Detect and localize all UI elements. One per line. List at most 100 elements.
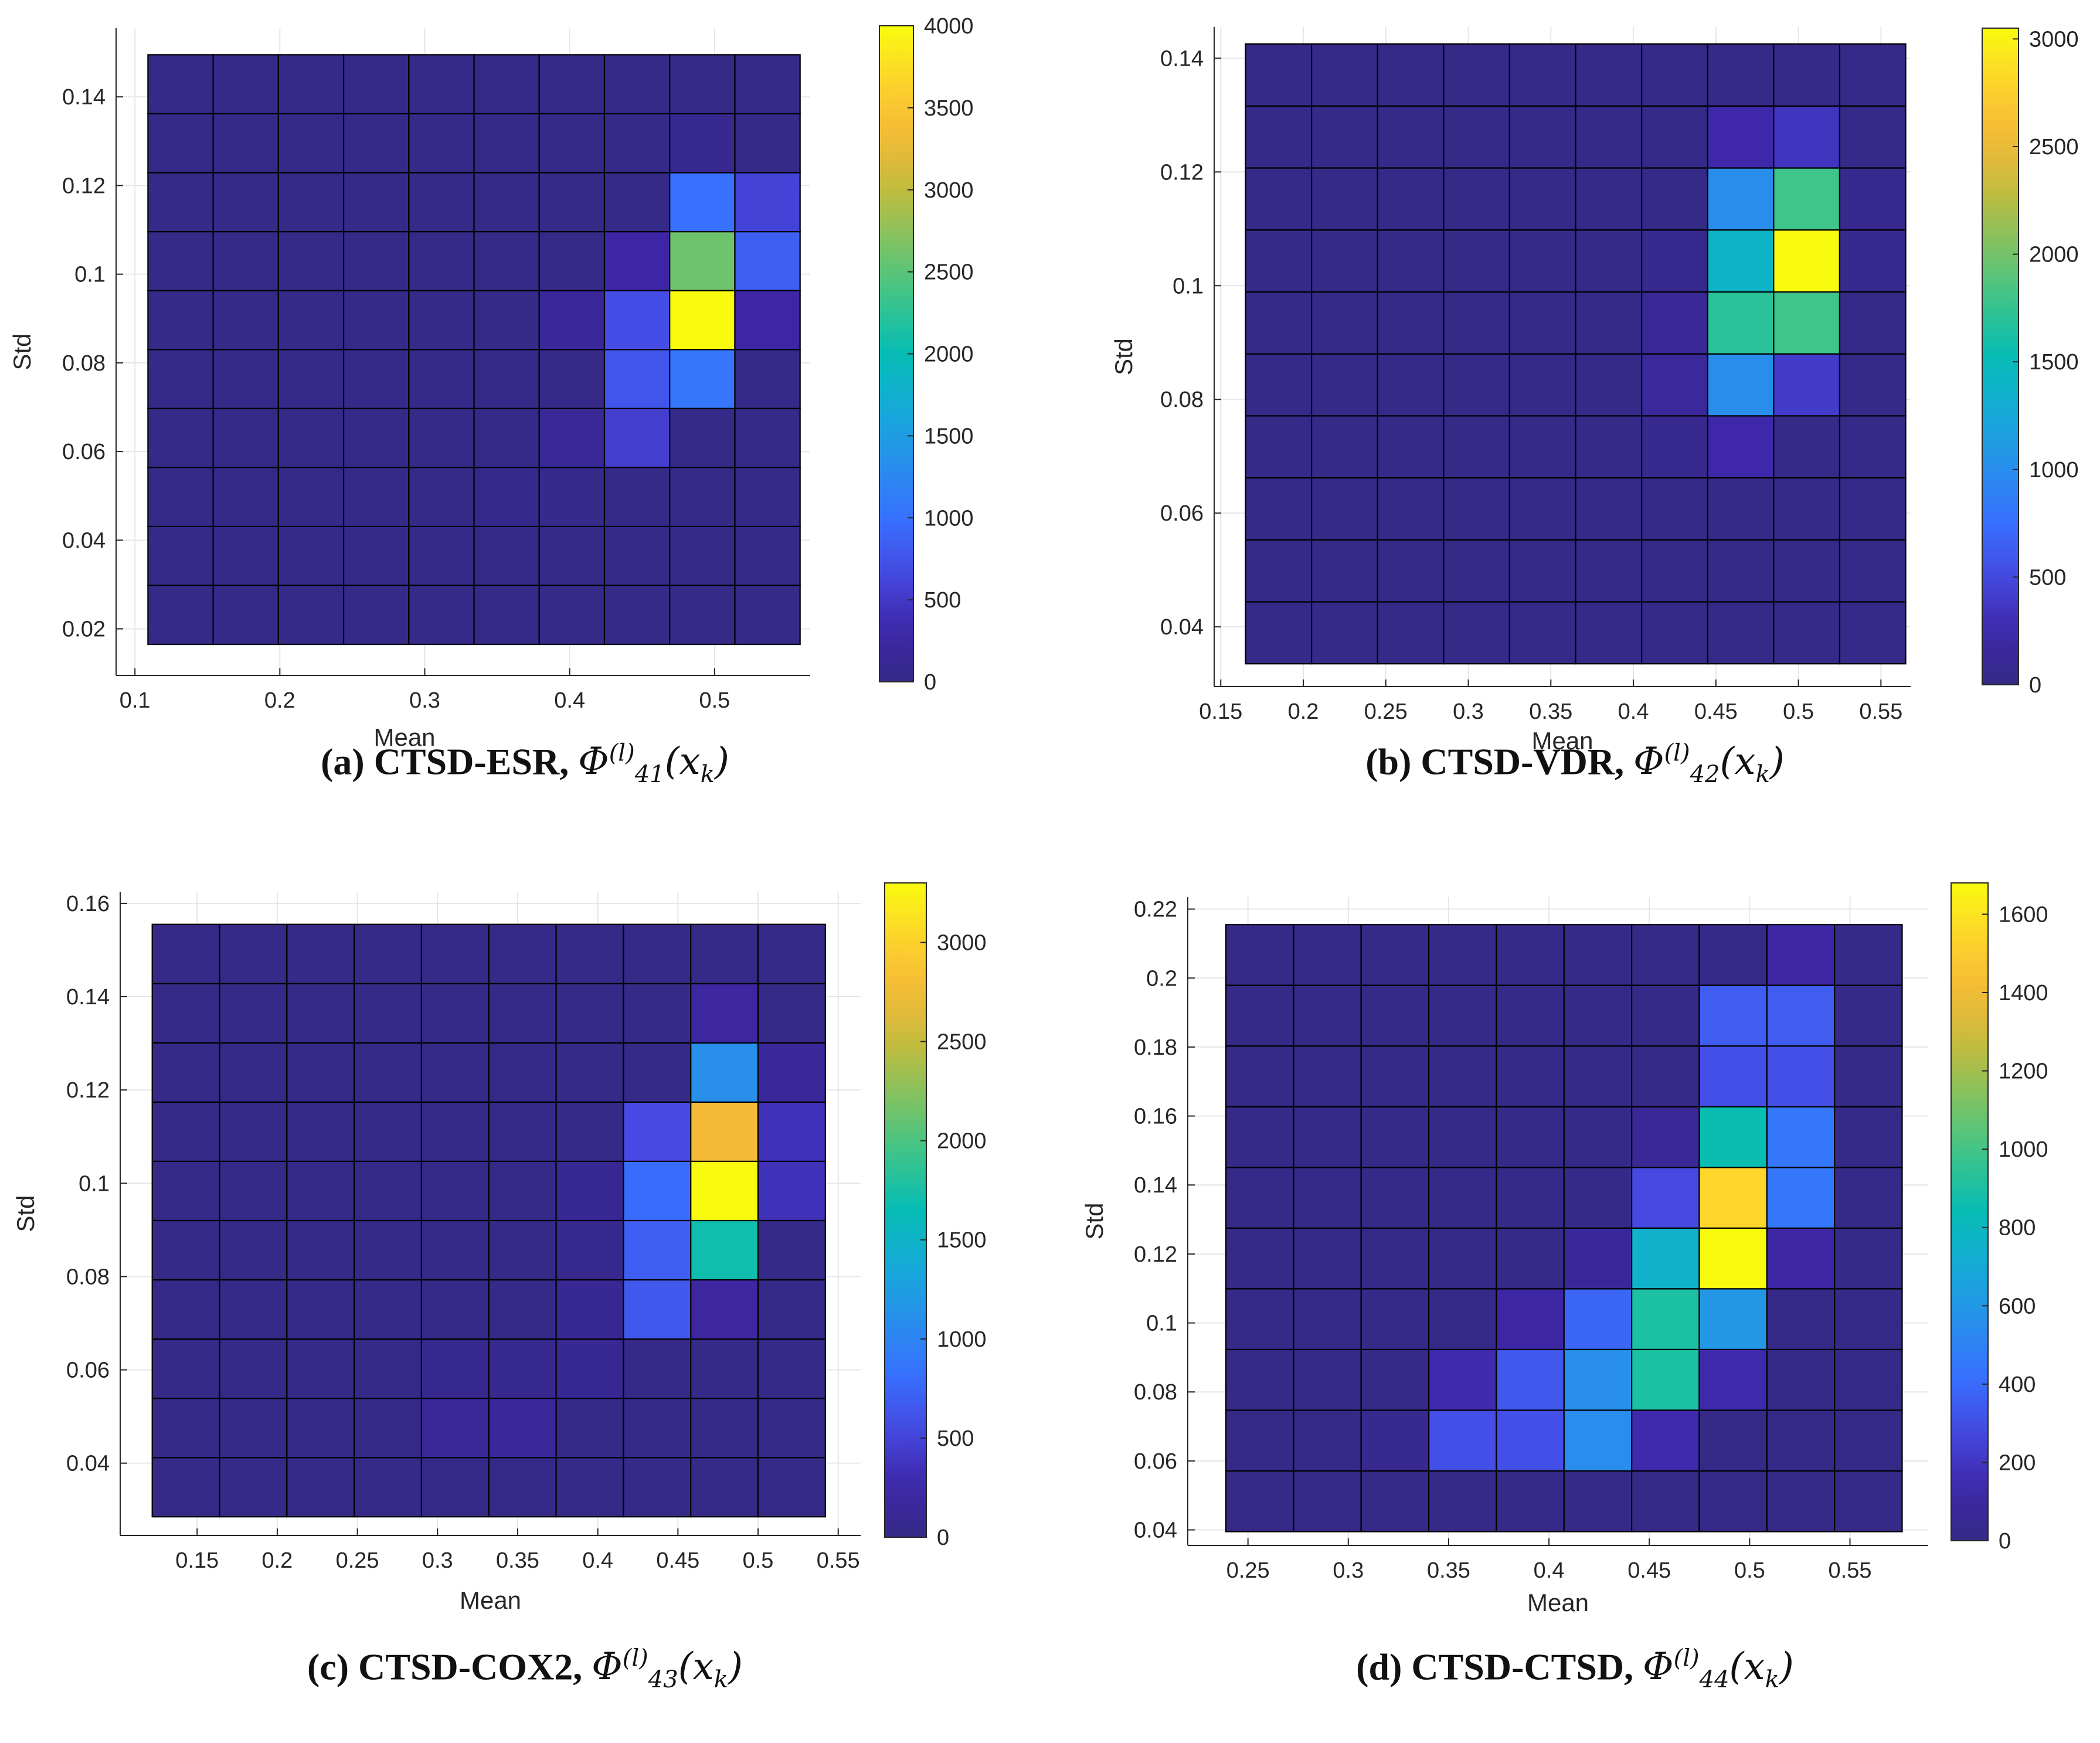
heatmap-cell <box>1698 1288 1768 1350</box>
heatmap-cell <box>488 923 557 984</box>
x-tick-label: 0.5 <box>1734 1558 1765 1583</box>
heatmap-cell <box>1698 1227 1768 1290</box>
heatmap-cell <box>1225 1227 1294 1290</box>
heatmap-cell <box>1377 539 1445 603</box>
heatmap-cell <box>1766 923 1836 986</box>
heatmap-cell <box>690 983 759 1044</box>
heatmap-cell <box>408 467 475 528</box>
heatmap-cell <box>354 1457 423 1518</box>
heatmap-cell <box>1773 477 1841 541</box>
colorbar-tick-label: 1500 <box>2029 350 2079 375</box>
heatmap-cell <box>1225 1288 1294 1350</box>
heatmap-cell <box>1508 105 1576 169</box>
heatmap-cell <box>473 290 540 351</box>
heatmap-cell <box>1641 353 1708 417</box>
x-tick-label: 0.55 <box>1829 1558 1872 1583</box>
heatmap-cell <box>219 1042 288 1103</box>
heatmap-cell <box>1707 43 1775 107</box>
colorbar-tick-label: 2000 <box>937 1129 987 1154</box>
caption-c: (c) CTSD-COX2, Φ(l)43(xk) <box>307 1645 743 1694</box>
x-tick-label: 0.25 <box>1226 1558 1270 1583</box>
heatmap-cell <box>1698 984 1768 1047</box>
heatmap-cell <box>1428 1348 1497 1411</box>
heatmap-cell <box>1773 229 1841 293</box>
heatmap-cell <box>1707 477 1775 541</box>
heatmap-cell <box>1839 415 1907 479</box>
heatmap-cell <box>420 1042 490 1103</box>
heatmap-cell <box>408 585 475 645</box>
y-tick-label: 0.08 <box>1134 1380 1177 1405</box>
heatmap-cell <box>1310 43 1378 107</box>
heatmap-cell <box>420 1160 490 1222</box>
heatmap-cell <box>669 172 736 233</box>
heatmap-cell <box>1225 1106 1294 1168</box>
heatmap-cell <box>151 1397 220 1459</box>
heatmap-cell <box>1245 291 1313 355</box>
heatmap-cell <box>603 349 671 409</box>
heatmap-cell <box>473 54 540 115</box>
heatmap-cell <box>1834 1227 1903 1290</box>
colorbar-tick-label: 1000 <box>924 506 974 531</box>
heatmap-cell <box>1575 167 1643 231</box>
colorbar-tick-label: 2500 <box>924 260 974 285</box>
heatmap-cell <box>1766 1288 1836 1350</box>
heatmap-cell <box>1428 1045 1497 1107</box>
x-tick-label: 0.45 <box>1694 699 1738 724</box>
heatmap-cell <box>623 1042 692 1103</box>
heatmap-chart-a: 0.1 0.2 0.3 0.4 0.5 0.02 0.04 0.06 0.08 0.1 0.12 0.… <box>8 14 974 751</box>
heatmap-cell <box>219 1219 288 1281</box>
heatmap-cell <box>212 467 279 528</box>
y-axis-label: Std <box>12 1195 39 1232</box>
heatmap-cell <box>151 1160 220 1222</box>
heatmap-cell <box>690 1457 759 1518</box>
heatmap-cell <box>147 172 214 233</box>
x-tick-label: 0.55 <box>1859 699 1902 724</box>
caption-b: (b) CTSD-VDR, Φ(l)42(xk) <box>1365 740 1785 789</box>
heatmap-cell <box>1443 43 1511 107</box>
heatmap-cell <box>147 585 214 645</box>
heatmap-cell <box>1360 923 1430 986</box>
heatmap-cell <box>151 923 220 984</box>
heatmap-cell <box>538 290 606 351</box>
heatmap-cell <box>1698 1409 1768 1472</box>
heatmap-cell <box>219 1101 288 1162</box>
heatmap-cell <box>1766 1106 1836 1168</box>
heatmap-cell <box>147 54 214 115</box>
heatmap-cell <box>538 585 606 645</box>
heatmap-cell <box>286 983 355 1044</box>
heatmap-cell <box>420 1219 490 1281</box>
heatmap-cell <box>286 1219 355 1281</box>
heatmap-cell <box>1377 291 1445 355</box>
heatmap-cell <box>1563 984 1633 1047</box>
heatmap-cell <box>1377 105 1445 169</box>
heatmap-cell <box>488 1457 557 1518</box>
heatmap-cell <box>1563 1106 1633 1168</box>
heatmap-cell <box>354 923 423 984</box>
heatmap-cell <box>219 983 288 1044</box>
heatmap-cell <box>1575 229 1643 293</box>
x-axis-label: Mean <box>1531 727 1593 755</box>
heatmap-cell <box>147 349 214 409</box>
heatmap-cell <box>734 172 801 233</box>
heatmap-cell <box>734 585 801 645</box>
heatmap-cell <box>1575 105 1643 169</box>
heatmap-cell <box>420 923 490 984</box>
heatmap-cell <box>690 1160 759 1222</box>
heatmap-cell <box>734 407 801 468</box>
heatmap-cell <box>1773 539 1841 603</box>
heatmap-cell <box>342 230 410 291</box>
heatmap-cell <box>151 1457 220 1518</box>
heatmap-cell <box>1310 539 1378 603</box>
heatmap-cell <box>354 1279 423 1340</box>
heatmap-cell <box>603 407 671 468</box>
heatmap-cell <box>488 1219 557 1281</box>
x-tick-label: 0.5 <box>743 1548 774 1573</box>
x-tick-label: 0.15 <box>175 1548 219 1573</box>
heatmap-cell <box>1360 1288 1430 1350</box>
heatmap-cell <box>1766 1045 1836 1107</box>
heatmap-cell <box>623 983 692 1044</box>
x-tick-label: 0.5 <box>1783 699 1814 724</box>
heatmap-cell <box>603 172 671 233</box>
x-tick-label: 0.55 <box>817 1548 860 1573</box>
heatmap-cell <box>555 1397 624 1459</box>
